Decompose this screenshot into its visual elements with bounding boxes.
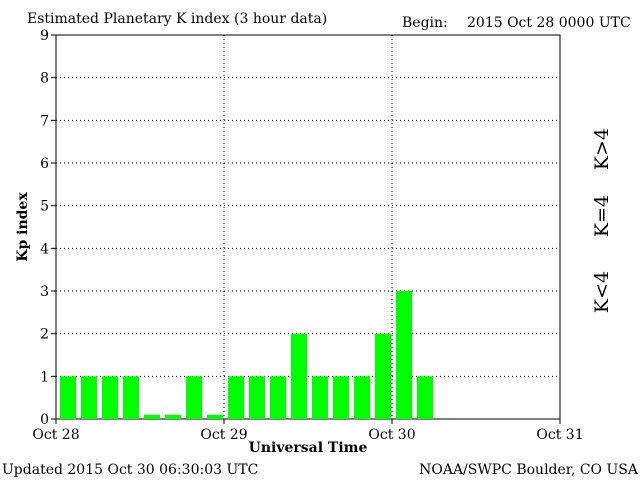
legend-k-less-than-4: K<4: [591, 271, 613, 313]
begin-value: 2015 Oct 28 0000 UTC: [467, 15, 631, 31]
bar-group: [60, 291, 433, 419]
y-tick-label: 6: [40, 156, 49, 172]
y-axis-label: Kp index: [15, 192, 31, 262]
grid-lines: [56, 35, 560, 419]
y-tick-label: 8: [40, 71, 49, 87]
kp-bar: [312, 376, 328, 419]
x-axis-ticks: Oct 28 Oct 29 Oct 30 Oct 31: [32, 419, 584, 443]
kp-bar: [354, 376, 370, 419]
y-tick-label: 5: [40, 199, 49, 215]
y-tick-label: 1: [40, 369, 49, 385]
x-tick-label: Oct 31: [536, 427, 583, 443]
kp-bar: [228, 376, 244, 419]
chart-title: Estimated Planetary K index (3 hour data…: [27, 11, 327, 27]
kp-bar: [60, 376, 76, 419]
kp-bar: [333, 376, 349, 419]
y-axis-ticks: 0 1 2 3 4 5 6 7 8 9: [40, 28, 56, 428]
kp-bar: [417, 376, 433, 419]
updated-timestamp: Updated 2015 Oct 30 06:30:03 UTC: [2, 462, 258, 478]
kp-bar: [102, 376, 118, 419]
kp-bar: [291, 333, 307, 419]
y-tick-label: 9: [40, 28, 49, 44]
begin-label: Begin:: [402, 15, 448, 31]
legend-k-equals-4: K=4: [591, 195, 613, 237]
y-tick-label: 0: [40, 412, 49, 428]
kp-bar: [207, 414, 223, 419]
y-tick-label: 7: [40, 113, 49, 129]
kp-bar: [249, 376, 265, 419]
x-axis-label: Universal Time: [249, 440, 368, 456]
kp-bar: [375, 333, 391, 419]
plot-frame: [55, 34, 561, 420]
x-tick-label: Oct 30: [368, 427, 415, 443]
kp-bar: [270, 376, 286, 419]
kp-bar: [396, 291, 412, 419]
kp-bar: [144, 414, 160, 419]
data-source: NOAA/SWPC Boulder, CO USA: [419, 462, 639, 478]
x-tick-label: Oct 28: [32, 427, 79, 443]
kp-bar: [81, 376, 97, 419]
kp-bar: [165, 414, 181, 419]
kp-bar: [186, 376, 202, 419]
y-tick-label: 4: [40, 241, 49, 257]
y-tick-label: 3: [40, 284, 49, 300]
legend-k-greater-than-4: K>4: [591, 128, 613, 170]
kp-bar: [123, 376, 139, 419]
y-tick-label: 2: [40, 327, 49, 343]
x-tick-label: Oct 29: [200, 427, 247, 443]
